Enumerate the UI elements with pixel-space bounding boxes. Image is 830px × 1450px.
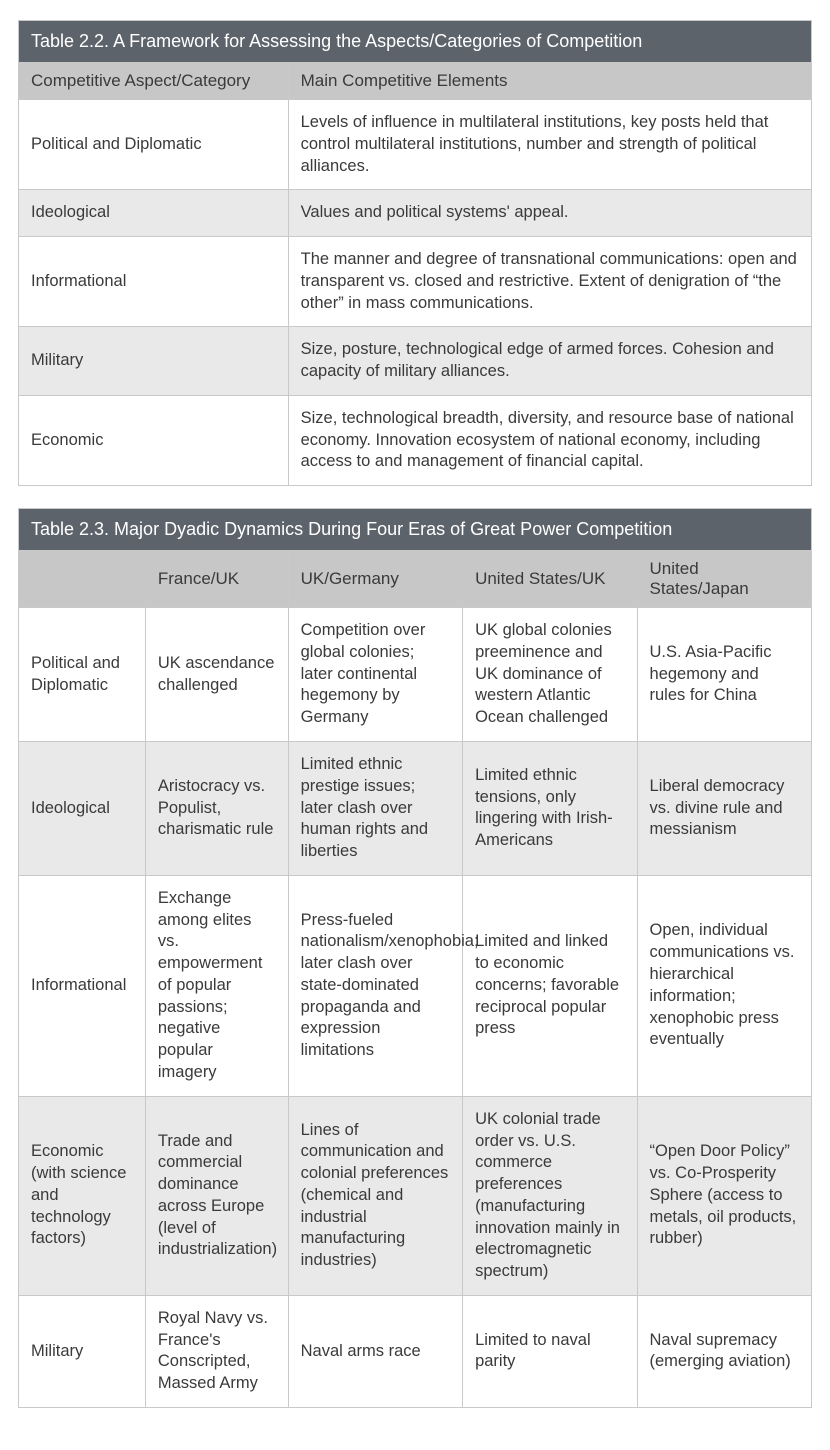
cell-aspect: Ideological [19, 742, 146, 876]
cell-uk-germany: Limited ethnic prestige issues; later cl… [288, 742, 462, 876]
cell-elements: Values and political systems' appeal. [288, 190, 811, 237]
table-2-3-title-row: Table 2.3. Major Dyadic Dynamics During … [19, 509, 812, 551]
col-header-aspect: Competitive Aspect/Category [19, 63, 289, 100]
cell-uk-germany: Naval arms race [288, 1295, 462, 1407]
cell-uk-germany: Lines of communication and colonial pref… [288, 1096, 462, 1295]
col-header-us-japan: United States/Japan [637, 551, 811, 608]
cell-uk-germany: Competition over global colonies; later … [288, 608, 462, 742]
cell-aspect: Military [19, 1295, 146, 1407]
table-row: Ideological Values and political systems… [19, 190, 812, 237]
table-2-2-title-row: Table 2.2. A Framework for Assessing the… [19, 21, 812, 63]
cell-elements: Size, technological breadth, diversity, … [288, 395, 811, 485]
table-2-2-title: Table 2.2. A Framework for Assessing the… [19, 21, 812, 63]
table-2-3-title: Table 2.3. Major Dyadic Dynamics During … [19, 509, 812, 551]
cell-us-uk: Limited and linked to economic concerns;… [463, 875, 637, 1096]
cell-aspect: Ideological [19, 190, 289, 237]
cell-us-japan: U.S. Asia-Pacific hegemony and rules for… [637, 608, 811, 742]
cell-aspect: Military [19, 327, 289, 396]
cell-france-uk: UK ascendance challenged [145, 608, 288, 742]
table-row: Military Size, posture, technological ed… [19, 327, 812, 396]
cell-elements: Levels of influence in multilateral inst… [288, 100, 811, 190]
cell-us-japan: Liberal democracy vs. divine rule and me… [637, 742, 811, 876]
table-2-2: Table 2.2. A Framework for Assessing the… [18, 20, 812, 486]
col-header-us-uk: United States/UK [463, 551, 637, 608]
table-2-2-header-row: Competitive Aspect/Category Main Competi… [19, 63, 812, 100]
cell-uk-germany: Press-fueled nationalism/xenophobia; lat… [288, 875, 462, 1096]
col-header-blank [19, 551, 146, 608]
cell-aspect: Informational [19, 237, 289, 327]
col-header-uk-germany: UK/Germany [288, 551, 462, 608]
cell-us-japan: “Open Door Policy” vs. Co-Prosperity Sph… [637, 1096, 811, 1295]
cell-us-japan: Open, individual communications vs. hier… [637, 875, 811, 1096]
cell-elements: The manner and degree of transnational c… [288, 237, 811, 327]
cell-france-uk: Aristocracy vs. Populist, charismatic ru… [145, 742, 288, 876]
table-row: Military Royal Navy vs. France's Conscri… [19, 1295, 812, 1407]
table-row: Informational Exchange among elites vs. … [19, 875, 812, 1096]
cell-us-uk: Limited ethnic tensions, only lingering … [463, 742, 637, 876]
cell-france-uk: Royal Navy vs. France's Conscripted, Mas… [145, 1295, 288, 1407]
table-row: Economic Size, technological breadth, di… [19, 395, 812, 485]
cell-france-uk: Trade and commercial dominance across Eu… [145, 1096, 288, 1295]
table-2-3: Table 2.3. Major Dyadic Dynamics During … [18, 508, 812, 1408]
cell-elements: Size, posture, technological edge of arm… [288, 327, 811, 396]
cell-aspect: Political and Diplomatic [19, 608, 146, 742]
table-row: Ideological Aristocracy vs. Populist, ch… [19, 742, 812, 876]
table-row: Political and Diplomatic UK ascendance c… [19, 608, 812, 742]
table-2-3-header-row: France/UK UK/Germany United States/UK Un… [19, 551, 812, 608]
cell-us-uk: Limited to naval parity [463, 1295, 637, 1407]
table-row: Economic (with science and technology fa… [19, 1096, 812, 1295]
col-header-france-uk: France/UK [145, 551, 288, 608]
cell-aspect: Informational [19, 875, 146, 1096]
cell-us-uk: UK colonial trade order vs. U.S. commerc… [463, 1096, 637, 1295]
cell-france-uk: Exchange among elites vs. empowerment of… [145, 875, 288, 1096]
cell-us-uk: UK global colonies preeminence and UK do… [463, 608, 637, 742]
cell-aspect: Economic (with science and technology fa… [19, 1096, 146, 1295]
cell-aspect: Political and Diplomatic [19, 100, 289, 190]
cell-us-japan: Naval supremacy (emerging aviation) [637, 1295, 811, 1407]
table-row: Informational The manner and degree of t… [19, 237, 812, 327]
col-header-elements: Main Competitive Elements [288, 63, 811, 100]
table-row: Political and Diplomatic Levels of influ… [19, 100, 812, 190]
cell-aspect: Economic [19, 395, 289, 485]
